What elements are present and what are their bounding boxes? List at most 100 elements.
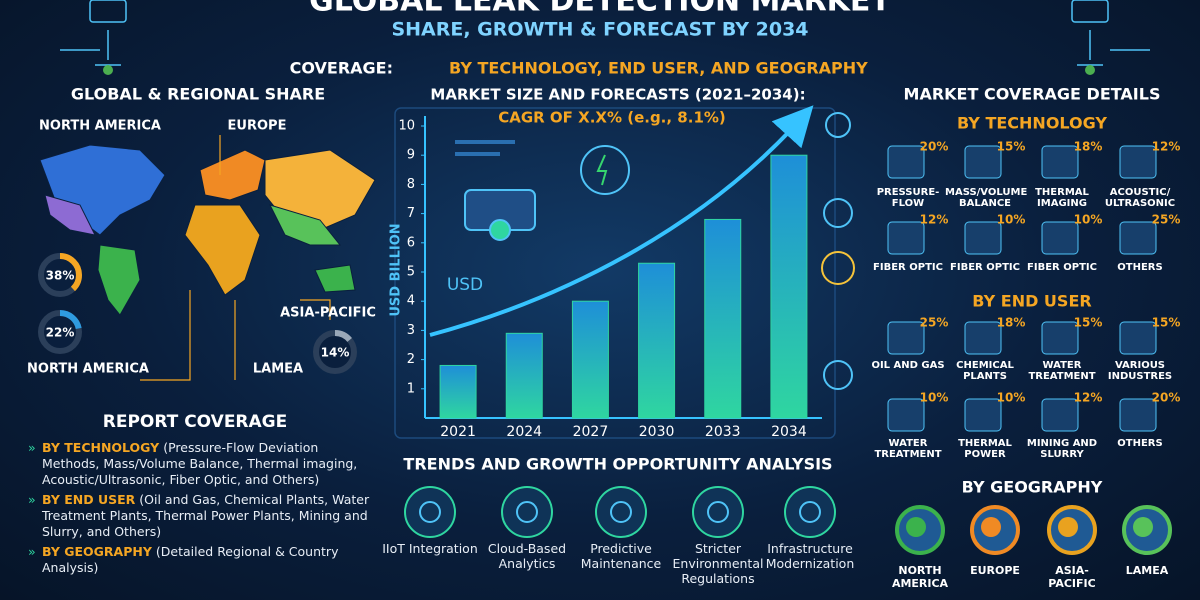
x-tick-label: 2024 (506, 424, 542, 440)
bullet: » (28, 440, 36, 455)
section-title: MARKET COVERAGE DETAILS (904, 85, 1161, 104)
item-name: CHEMICAL PLANTS (956, 360, 1014, 382)
trend-icon-inner (799, 501, 821, 523)
leader-lines (140, 135, 331, 381)
chart-title: MARKET SIZE AND FORECASTS (2021–2034): (430, 86, 805, 104)
chart-icons (455, 112, 855, 390)
y-tick-label: 6 (407, 235, 415, 250)
y-tick-label: 9 (407, 148, 415, 163)
item-icon (964, 145, 1002, 179)
annotation: USD (447, 275, 483, 295)
decor (60, 0, 1150, 439)
item-icon (1119, 321, 1157, 355)
geo-label: LAMEA (1125, 564, 1169, 577)
y-tick-label: 1 (407, 381, 415, 396)
trend-icon-inner (707, 501, 729, 523)
trend-icon-inner (419, 501, 441, 523)
y-tick-label: 10 (398, 119, 415, 134)
item-icon (887, 145, 925, 179)
trend-icon (692, 486, 744, 538)
coverage-text: (Pressure-Flow Deviation Methods, Mass/V… (42, 440, 358, 487)
item-name: MINING AND SLURRY (1026, 438, 1098, 460)
x-tick-label: 2021 (440, 424, 476, 440)
y-tick-label: 3 (407, 323, 415, 338)
item-icon (1041, 221, 1079, 255)
map-label: LAMEA (253, 362, 303, 377)
trend-icon-inner (516, 501, 538, 523)
donut-arc (313, 330, 357, 374)
world-map (39, 144, 376, 316)
item-share: 10% (1074, 213, 1103, 227)
item-icon (887, 221, 925, 255)
section-title: GLOBAL & REGIONAL SHARE (71, 85, 325, 104)
x-tick-label: 2030 (639, 424, 675, 440)
item-name: WATER TREATMENT (1028, 360, 1096, 382)
coverage-item: » BY END USER (Oil and Gas, Chemical Plan… (28, 492, 378, 540)
item-icon (887, 321, 925, 355)
bar (704, 218, 742, 419)
item-name: THERMAL IMAGING (1035, 187, 1089, 209)
geo-land (1133, 517, 1153, 537)
item-name: FIBER OPTIC (1027, 262, 1097, 273)
item-icon (1119, 398, 1157, 432)
geo-label: EUROPE (970, 564, 1020, 577)
geo-land (1058, 517, 1078, 537)
coverage-heading: BY END USER (42, 492, 136, 507)
item-share: 20% (920, 140, 949, 154)
coverage-heading: BY GEOGRAPHY (42, 544, 152, 559)
growth-arrow (429, 105, 814, 337)
map-label: NORTH AMERICA (39, 119, 161, 134)
item-name: OIL AND GAS (871, 360, 945, 371)
map-label: EUROPE (228, 119, 287, 134)
item-share: 20% (1152, 391, 1181, 405)
y-tick-label: 7 (407, 206, 415, 221)
geo-land (981, 517, 1001, 537)
x-tick-label: 2027 (573, 424, 609, 440)
y-tick-label: 8 (407, 177, 415, 192)
item-name: WATER TREATMENT (874, 438, 942, 460)
item-name: OTHERS (1117, 438, 1163, 449)
trend-label: Predictive Maintenance (580, 541, 662, 571)
item-share: 12% (920, 213, 949, 227)
y-tick-label: 4 (407, 294, 415, 309)
trend-label: Cloud-Based Analytics (487, 541, 567, 571)
item-share: 15% (1152, 316, 1181, 330)
section-title: BY END USER (972, 292, 1091, 311)
item-name: MASS/VOLUME BALANCE (945, 187, 1028, 209)
item-icon (1041, 145, 1079, 179)
item-icon (1119, 221, 1157, 255)
geo-land (906, 517, 926, 537)
bar (638, 262, 676, 419)
item-share: 18% (1074, 140, 1103, 154)
y-tick-label: 2 (407, 352, 415, 367)
y-axis-label: USD BILLION (389, 223, 404, 316)
trend-icon (784, 486, 836, 538)
item-share: 25% (1152, 213, 1181, 227)
item-icon (887, 398, 925, 432)
bar (571, 300, 609, 419)
item-icon (1119, 145, 1157, 179)
item-name: FIBER OPTIC (873, 262, 943, 273)
bullet: » (28, 544, 36, 559)
subtitle: SHARE, GROWTH & FORECAST BY 2034 (391, 19, 808, 41)
trend-icon (595, 486, 647, 538)
coverage-text: BY TECHNOLOGY, END USER, AND GEOGRAPHY (449, 59, 868, 78)
item-icon (964, 398, 1002, 432)
section-title: BY GEOGRAPHY (962, 478, 1103, 497)
item-share: 10% (920, 391, 949, 405)
x-tick-label: 2033 (705, 424, 741, 440)
section-title: REPORT COVERAGE (103, 412, 288, 432)
geo-label: NORTH AMERICA (891, 564, 949, 590)
coverage-item: » BY GEOGRAPHY (Detailed Regional & Count… (28, 544, 378, 576)
item-name: ACOUSTIC/ ULTRASONIC (1104, 187, 1176, 209)
section-title: BY TECHNOLOGY (957, 114, 1107, 133)
item-share: 10% (997, 391, 1026, 405)
item-share: 12% (1152, 140, 1181, 154)
section-title: TRENDS AND GROWTH OPPORTUNITY ANALYSIS (403, 455, 832, 474)
coverage-heading: BY TECHNOLOGY (42, 440, 160, 455)
donut-arc (38, 310, 82, 354)
coverage-text: (Oil and Gas, Chemical Plants, Water Tre… (42, 492, 370, 539)
donut-label: 22% (46, 326, 75, 340)
item-icon (1041, 321, 1079, 355)
item-share: 15% (1074, 316, 1103, 330)
